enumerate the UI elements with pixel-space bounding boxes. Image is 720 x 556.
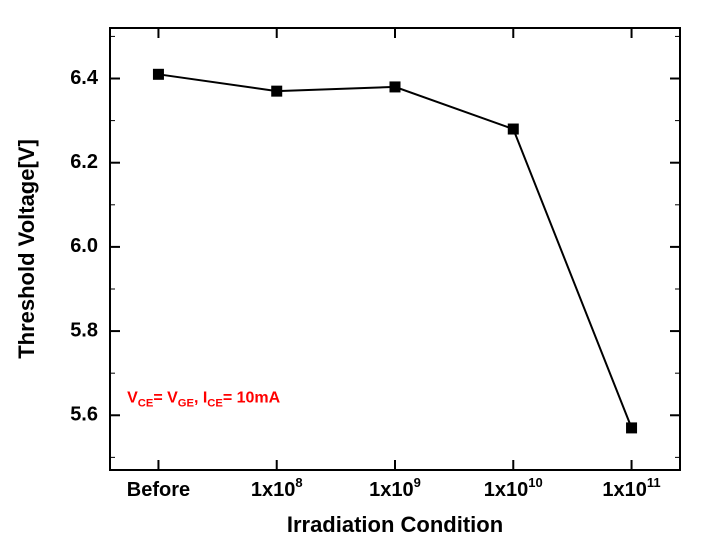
chart-container: 5.6 5.8 6.0 6.2 6.4 Before 1x108 1x109 1x1010 1x1… — [0, 0, 720, 556]
x-tick-label: Before — [127, 479, 190, 501]
x-axis-label: Irradiation Condition — [287, 512, 503, 537]
y-tick-label: 5.8 — [70, 319, 98, 341]
data-marker — [153, 69, 163, 79]
data-marker — [508, 124, 518, 134]
x-tick-label: 1x1010 — [484, 475, 543, 501]
y-axis-label: Threshold Voltage[V] — [14, 139, 39, 359]
x-tick-label: 1x109 — [369, 475, 421, 501]
x-tick-label: 1x1011 — [602, 475, 660, 501]
y-tick-label: 6.0 — [70, 235, 98, 257]
data-marker — [390, 82, 400, 92]
data-line — [158, 74, 631, 428]
chart-svg: 5.6 5.8 6.0 6.2 6.4 Before 1x108 1x109 1x1010 1x1… — [0, 0, 720, 556]
y-tick-label: 5.6 — [70, 404, 98, 426]
y-tick-label: 6.4 — [70, 67, 99, 89]
x-tick-label: 1x108 — [251, 475, 303, 501]
annotation-text: VCE= VGE, ICE= 10mA — [127, 390, 281, 410]
data-marker — [627, 423, 637, 433]
data-marker — [272, 86, 282, 96]
y-tick-label: 6.2 — [70, 151, 98, 173]
